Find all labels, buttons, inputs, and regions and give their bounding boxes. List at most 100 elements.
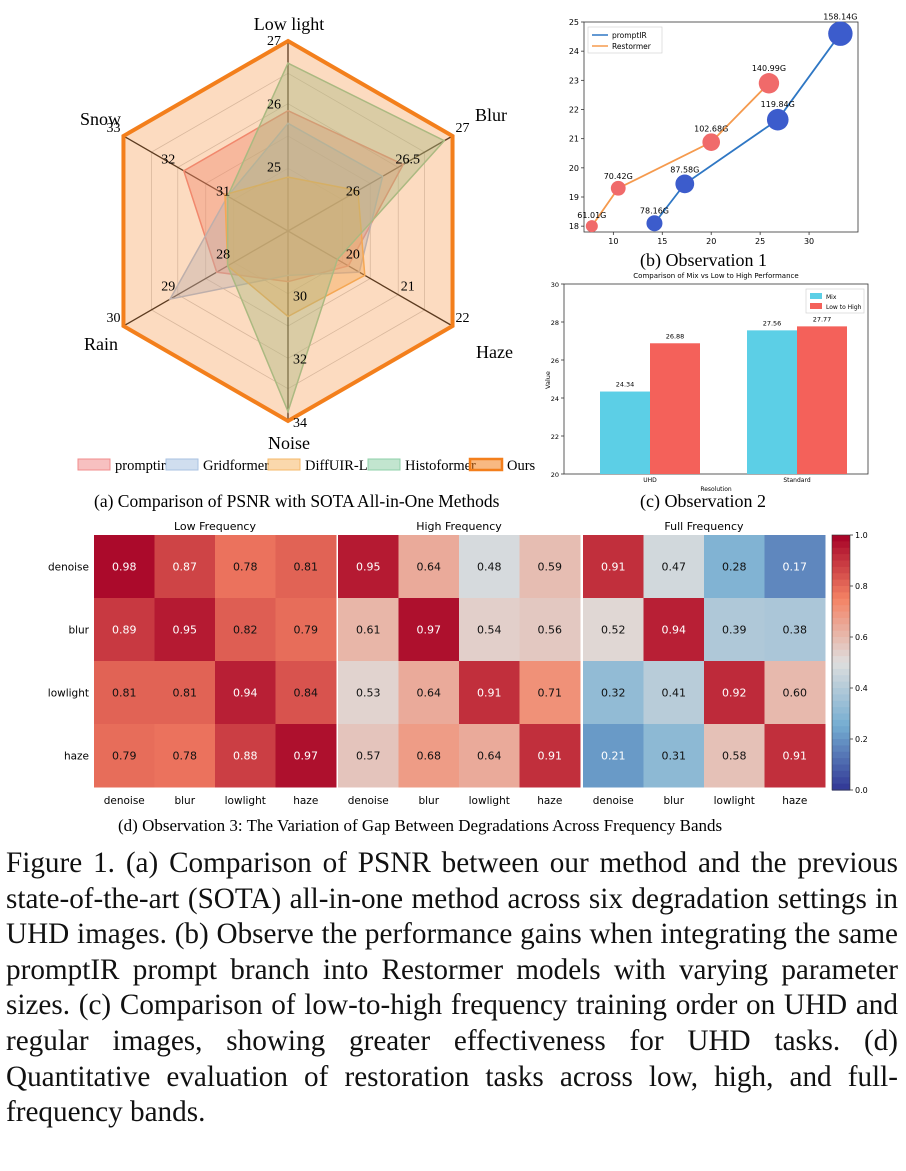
radar-tick-label: 29: [161, 279, 175, 294]
legend-label: Low to High: [826, 304, 862, 311]
radar-axis-label: Haze: [476, 342, 513, 362]
x-tick-label: denoise: [348, 795, 389, 807]
y-tick-label: 20: [551, 471, 559, 479]
heatmap-cell: [583, 598, 644, 662]
colorbar-tick-label: 0.0: [855, 786, 868, 795]
colorbar-segment: [832, 566, 850, 574]
colorbar-tick-label: 0.8: [855, 582, 868, 591]
heatmap-cell: [764, 535, 826, 599]
legend-label: Restormer: [612, 42, 652, 51]
data-label: 140.99G: [752, 64, 786, 73]
colorbar-segment: [832, 611, 850, 619]
bar-value-label: 27.56: [763, 319, 782, 327]
data-label: 102.68G: [694, 124, 728, 133]
legend-swatch: [468, 457, 504, 472]
bar: [747, 330, 797, 474]
radar-tick-label: 32: [161, 153, 175, 168]
cell-value-label: 0.81: [294, 561, 319, 574]
x-tick-label: Standard: [783, 477, 810, 484]
plot-frame: [563, 283, 869, 475]
y-tick-label: lowlight: [48, 688, 89, 700]
heatmap-cell: [643, 535, 705, 599]
x-tick-label: haze: [293, 795, 318, 807]
heatmap-cell: [275, 535, 337, 599]
cell-value-label: 0.21: [601, 750, 626, 763]
cell-value-label: 0.60: [783, 687, 808, 700]
cell-value-label: 0.57: [356, 750, 381, 763]
colorbar-segment: [832, 719, 850, 727]
heatmap-cell: [275, 724, 337, 788]
legend-label: Histoformer: [405, 458, 476, 474]
cell-value-label: 0.97: [417, 624, 442, 637]
heatmap-cell: [154, 724, 216, 788]
data-point: [646, 215, 663, 232]
colorbar-tick-label: 1.0: [855, 531, 868, 540]
colorbar-segment: [832, 707, 850, 715]
cell-value-label: 0.91: [538, 750, 563, 763]
cell-value-label: 0.91: [783, 750, 808, 763]
y-tick-label: haze: [64, 751, 89, 763]
legend-swatch: [810, 293, 822, 299]
cell-value-label: 0.39: [722, 624, 747, 637]
x-tick-label: blur: [418, 795, 439, 807]
heatmap-cell: [764, 661, 826, 725]
cell-value-label: 0.53: [356, 687, 381, 700]
figure-canvas: 25 26 27 26 26.5 27 20 21 22 30 32 34 28 29 30 31 32 33 Lo…: [48, 12, 869, 835]
bar-value-label: 27.77: [813, 315, 832, 323]
data-label: 119.84G: [761, 100, 795, 109]
data-label: 87.58G: [670, 165, 699, 174]
data-label: 70.42G: [604, 172, 633, 181]
radar-tick-label: 26.5: [395, 153, 420, 168]
y-tick-label: 26: [551, 357, 559, 365]
cell-value-label: 0.78: [173, 750, 198, 763]
colorbar-segment: [832, 726, 850, 734]
colorbar-segment: [832, 598, 850, 606]
data-point: [766, 108, 789, 131]
heatmap-cell: [398, 661, 460, 725]
legend-label: Gridformer: [203, 458, 269, 474]
heatmap-cell: [275, 598, 337, 662]
colorbar-segment: [832, 713, 850, 721]
radar-tick-label: 21: [401, 279, 415, 294]
y-tick-label: 19: [569, 193, 579, 202]
y-tick-label: 22: [569, 106, 579, 115]
cell-value-label: 0.81: [173, 687, 198, 700]
legend-swatch: [810, 303, 822, 309]
radar-spoke: [123, 135, 289, 232]
chart-title: Comparison of Mix vs Low to High Perform…: [633, 272, 798, 280]
x-tick-label: haze: [537, 795, 562, 807]
x-tick-label: haze: [782, 795, 807, 807]
radar-tick-label: 30: [106, 311, 120, 326]
y-tick-label: 21: [569, 135, 579, 144]
colorbar-segment: [832, 751, 850, 759]
colorbar-segment: [832, 745, 850, 753]
legend-swatch: [267, 458, 301, 471]
radar-axis-label: Rain: [84, 334, 118, 354]
colorbar-segment: [832, 764, 850, 772]
heatmap-cell: [583, 535, 644, 599]
colorbar-segment: [832, 688, 850, 695]
colorbar-tick-label: 0.6: [855, 633, 868, 642]
colorbar-segment: [832, 573, 850, 581]
radar-axis-label: Noise: [268, 433, 310, 453]
colorbar-segment: [832, 624, 850, 632]
heatmap-cell: [215, 598, 276, 662]
cell-value-label: 0.64: [417, 561, 442, 574]
colorbar-segment: [832, 579, 850, 587]
heatmap-cell: [704, 535, 765, 599]
radar-series-promptir: [182, 109, 405, 283]
x-tick-label: denoise: [593, 795, 634, 807]
x-tick-label: lowlight: [469, 795, 510, 807]
colorbar-segment: [832, 541, 850, 549]
radar-tick-label: 31: [216, 184, 230, 199]
cell-value-label: 0.79: [294, 624, 319, 637]
legend-swatch: [77, 458, 111, 471]
x-tick-label: blur: [174, 795, 195, 807]
data-point: [758, 73, 780, 94]
colorbar-segment: [832, 758, 850, 766]
cell-value-label: 0.92: [722, 687, 747, 700]
colorbar-segment: [832, 617, 850, 625]
colorbar-segment: [832, 560, 850, 568]
heatmap-cell: [643, 598, 705, 662]
cell-value-label: 0.91: [601, 561, 626, 574]
